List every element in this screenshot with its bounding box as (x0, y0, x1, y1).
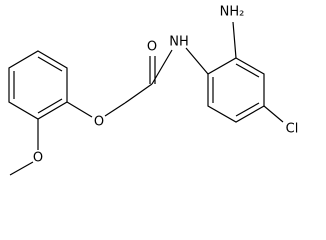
atom-label: O (147, 40, 157, 55)
bond (104, 102, 126, 117)
bond (66, 101, 93, 118)
double-bond (37, 56, 63, 72)
ring (207, 57, 265, 123)
molecule-diagram: O NH NH₂ Cl O O (8, 5, 299, 176)
bond (263, 105, 284, 123)
double-bond (37, 98, 63, 114)
bond (232, 21, 237, 59)
bonds (8, 21, 284, 176)
double-bond (235, 102, 260, 117)
bond (185, 47, 209, 75)
atom-label: O (33, 151, 43, 166)
atom-label: Cl (286, 122, 299, 137)
double-bond (235, 63, 260, 78)
bond (9, 161, 34, 176)
atom-label: O (94, 115, 104, 130)
atom-label: NH (169, 35, 189, 50)
ring (8, 50, 68, 120)
atom-label: NH₂ (220, 5, 245, 20)
bond (124, 83, 153, 104)
bond (151, 49, 173, 85)
